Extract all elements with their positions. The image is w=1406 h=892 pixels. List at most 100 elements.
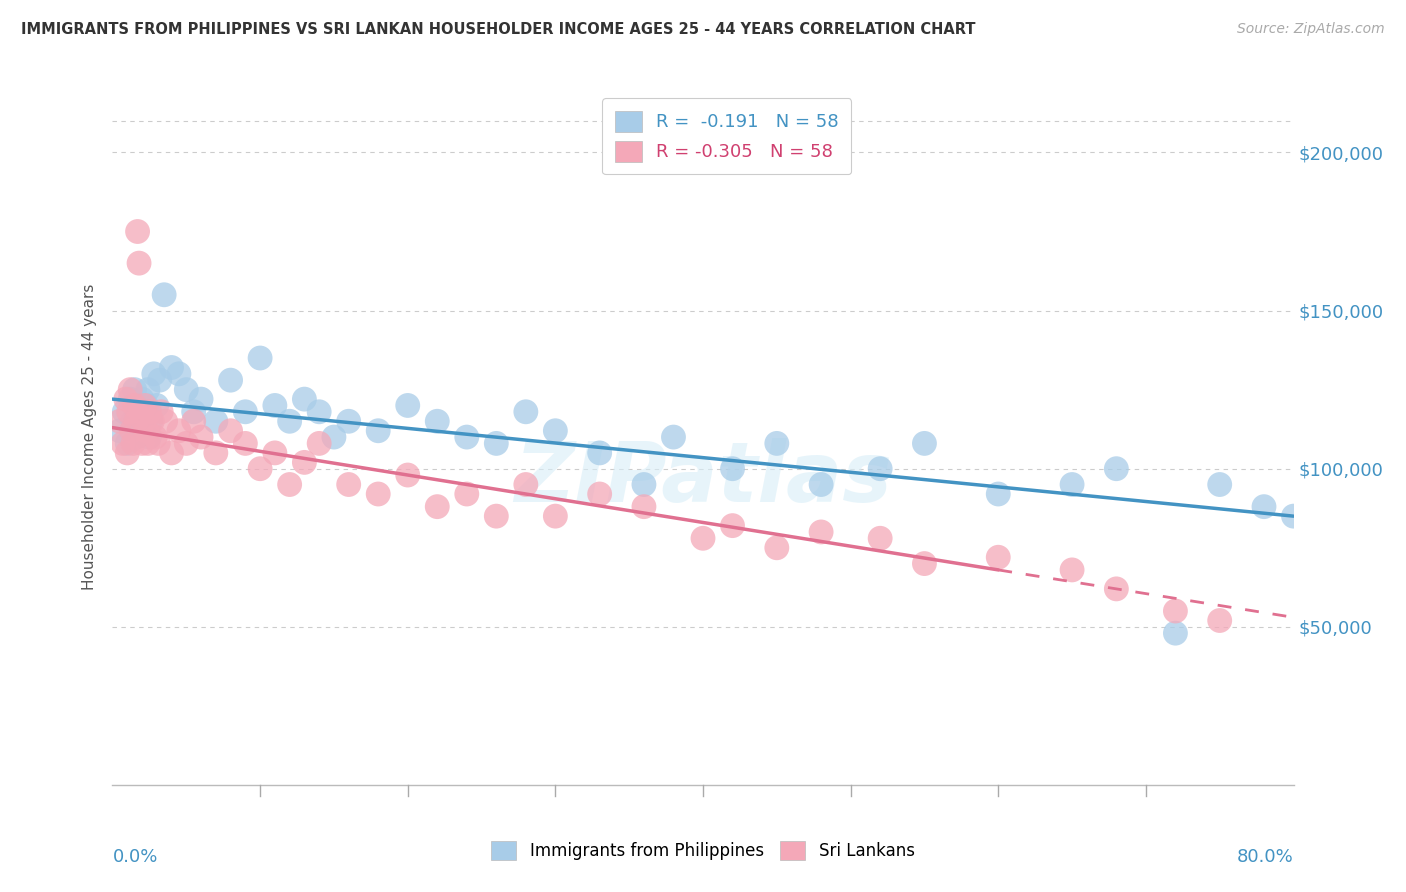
Point <box>122 414 145 428</box>
Point <box>134 424 156 438</box>
Point <box>426 414 449 428</box>
Point <box>114 392 136 406</box>
Point <box>132 405 155 419</box>
Point <box>721 518 744 533</box>
Point <box>183 414 205 428</box>
Point <box>205 414 228 428</box>
Point <box>367 424 389 438</box>
Point <box>249 461 271 475</box>
Point <box>633 500 655 514</box>
Point <box>135 399 157 413</box>
Point <box>142 367 165 381</box>
Point <box>131 392 153 406</box>
Text: 0.0%: 0.0% <box>112 847 157 865</box>
Point <box>292 455 315 469</box>
Point <box>233 405 256 419</box>
Point <box>190 430 212 444</box>
Point <box>155 414 177 428</box>
Point <box>662 430 685 444</box>
Point <box>1062 563 1084 577</box>
Point <box>308 405 330 419</box>
Point <box>249 351 271 365</box>
Legend: Immigrants from Philippines, Sri Lankans: Immigrants from Philippines, Sri Lankans <box>485 835 921 867</box>
Point <box>143 430 166 444</box>
Point <box>1105 582 1128 596</box>
Point <box>136 436 159 450</box>
Point <box>515 405 537 419</box>
Point <box>692 531 714 545</box>
Point <box>544 509 567 524</box>
Point <box>396 468 419 483</box>
Point <box>869 461 891 475</box>
Point <box>1164 604 1187 618</box>
Point <box>914 436 936 450</box>
Point <box>396 399 419 413</box>
Point <box>120 392 142 406</box>
Point <box>135 424 157 438</box>
Point <box>183 405 205 419</box>
Point <box>139 414 162 428</box>
Text: Source: ZipAtlas.com: Source: ZipAtlas.com <box>1237 22 1385 37</box>
Point <box>766 541 789 555</box>
Point <box>112 405 135 419</box>
Point <box>136 383 159 397</box>
Point <box>127 399 149 413</box>
Point <box>869 531 891 545</box>
Point <box>987 550 1010 565</box>
Point <box>108 424 131 438</box>
Point <box>456 487 478 501</box>
Point <box>308 436 330 450</box>
Point <box>125 414 148 428</box>
Point <box>337 477 360 491</box>
Point <box>292 392 315 406</box>
Point <box>124 399 146 413</box>
Point <box>264 399 287 413</box>
Point <box>1282 509 1305 524</box>
Point <box>160 360 183 375</box>
Point <box>124 383 146 397</box>
Point <box>278 414 301 428</box>
Point <box>141 414 163 428</box>
Point <box>146 399 169 413</box>
Point <box>588 487 610 501</box>
Point <box>219 424 242 438</box>
Point <box>149 373 172 387</box>
Point <box>121 424 143 438</box>
Point <box>1208 614 1232 628</box>
Point <box>128 405 150 419</box>
Point <box>108 414 131 428</box>
Point <box>987 487 1010 501</box>
Point <box>633 477 655 491</box>
Point <box>544 424 567 438</box>
Point <box>1208 477 1232 491</box>
Point <box>1164 626 1187 640</box>
Point <box>128 256 150 270</box>
Point <box>118 405 141 419</box>
Point <box>219 373 242 387</box>
Point <box>125 430 148 444</box>
Point <box>1062 477 1084 491</box>
Point <box>721 461 744 475</box>
Point <box>1105 461 1128 475</box>
Text: IMMIGRANTS FROM PHILIPPINES VS SRI LANKAN HOUSEHOLDER INCOME AGES 25 - 44 YEARS : IMMIGRANTS FROM PHILIPPINES VS SRI LANKA… <box>21 22 976 37</box>
Point <box>160 446 183 460</box>
Text: 80.0%: 80.0% <box>1237 847 1294 865</box>
Point <box>153 287 176 301</box>
Point <box>456 430 478 444</box>
Point <box>167 367 190 381</box>
Point <box>122 436 145 450</box>
Point <box>131 436 153 450</box>
Point <box>132 414 155 428</box>
Point <box>174 436 197 450</box>
Point <box>148 436 170 450</box>
Point <box>766 436 789 450</box>
Point <box>117 446 138 460</box>
Point <box>810 477 832 491</box>
Point <box>174 383 197 397</box>
Point <box>810 524 832 539</box>
Point <box>111 436 134 450</box>
Point <box>337 414 360 428</box>
Point <box>264 446 287 460</box>
Y-axis label: Householder Income Ages 25 - 44 years: Householder Income Ages 25 - 44 years <box>82 284 97 591</box>
Point <box>485 436 508 450</box>
